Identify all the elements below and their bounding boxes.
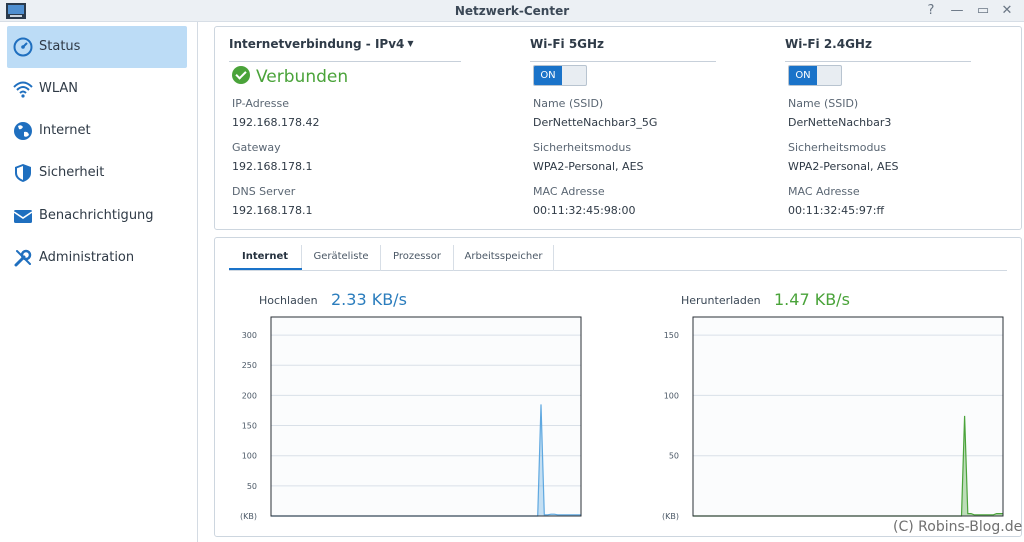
upload-chart-unit-label: (KB) — [240, 512, 257, 521]
ssid-5ghz-value: DerNetteNachbar3_5G — [533, 116, 658, 129]
security-5ghz-value: WPA2-Personal, AES — [533, 160, 644, 173]
dns-server-label: DNS Server — [232, 185, 296, 198]
upload-chart-ytick-label: 300 — [242, 331, 257, 340]
sidebar-item-benachrichtigung[interactable]: Benachrichtigung — [7, 195, 187, 237]
mac-24ghz-value: 00:11:32:45:97:ff — [788, 204, 885, 217]
download-label: Herunterladen — [681, 294, 761, 307]
wifi-24ghz-toggle[interactable]: ON — [788, 65, 842, 86]
security-24ghz-label: Sicherheitsmodus — [788, 141, 887, 154]
tab-arbeitsspeicher[interactable]: Arbeitsspeicher — [454, 245, 554, 271]
sidebar-item-label: Internet — [39, 123, 91, 138]
wrench-icon — [14, 249, 32, 267]
upload-chart-ytick-label: 200 — [242, 391, 257, 400]
speedometer-icon — [13, 37, 33, 57]
tab-internet[interactable]: Internet — [229, 245, 302, 271]
globe-icon — [14, 122, 32, 140]
ssid-5ghz-label: Name (SSID) — [533, 97, 604, 110]
active-tab-indicator — [229, 268, 302, 270]
upload-chart-ytick-label: 150 — [242, 422, 257, 431]
gateway-label: Gateway — [232, 141, 281, 154]
upload-rate: 2.33 KB/s — [331, 290, 407, 309]
internet-connection-heading[interactable]: Internetverbindung - IPv4 ▼ — [229, 37, 461, 62]
title-bar: Netzwerk-Center ? — ▭ ✕ — [0, 0, 1024, 22]
wifi-24ghz-heading: Wi-Fi 2.4GHz — [785, 37, 971, 62]
download-chart-ytick-label: 100 — [664, 391, 679, 400]
chevron-down-icon: ▼ — [407, 39, 414, 48]
connection-status: Verbunden — [232, 66, 348, 87]
wifi-5ghz-toggle-label: ON — [534, 66, 562, 85]
download-chart-plot-area — [693, 317, 1003, 516]
ip-address-value: 192.168.178.42 — [232, 116, 320, 129]
upload-chart-ytick-label: 50 — [247, 482, 257, 491]
download-chart-ytick-label: 50 — [669, 452, 679, 461]
minimize-button[interactable]: — — [950, 3, 964, 18]
upload-label: Hochladen — [259, 294, 318, 307]
app-icon — [6, 3, 26, 19]
help-button[interactable]: ? — [927, 3, 935, 18]
upload-chart: 50 100 150 200 250 300 (KB) — [240, 316, 582, 521]
close-button[interactable]: ✕ — [1001, 3, 1013, 18]
tab-prozessor[interactable]: Prozessor — [381, 245, 454, 271]
ip-address-label: IP-Adresse — [232, 97, 289, 110]
ssid-24ghz-value: DerNetteNachbar3 — [788, 116, 892, 129]
upload-chart-ytick-label: 100 — [242, 452, 257, 461]
wifi-5ghz-heading: Wi-Fi 5GHz — [530, 37, 716, 62]
wifi-icon — [13, 81, 33, 98]
gateway-value: 192.168.178.1 — [232, 160, 313, 173]
tab-geraeteliste[interactable]: Geräteliste — [302, 245, 381, 271]
ssid-24ghz-label: Name (SSID) — [788, 97, 859, 110]
sidebar-item-label: Sicherheit — [39, 165, 105, 180]
watermark: (C) Robins-Blog.de — [893, 519, 1023, 535]
maximize-button[interactable]: ▭ — [976, 3, 990, 18]
wifi-24ghz-toggle-label: ON — [789, 66, 817, 85]
mac-5ghz-value: 00:11:32:45:98:00 — [533, 204, 636, 217]
dns-server-value: 192.168.178.1 — [232, 204, 313, 217]
mail-icon — [13, 210, 33, 223]
wifi-5ghz-toggle[interactable]: ON — [533, 65, 587, 86]
security-24ghz-value: WPA2-Personal, AES — [788, 160, 899, 173]
sidebar-item-status[interactable]: Status — [7, 26, 187, 68]
sidebar-item-sicherheit[interactable]: Sicherheit — [7, 152, 187, 194]
internet-connection-title: Internetverbindung - IPv4 — [229, 37, 405, 51]
traffic-panel: Internet Geräteliste Prozessor Arbeitssp… — [214, 237, 1022, 537]
sidebar-item-label: Administration — [39, 250, 135, 265]
mac-24ghz-label: MAC Adresse — [788, 185, 860, 198]
sidebar-item-label: Benachrichtigung — [39, 208, 154, 223]
window-title: Netzwerk-Center — [454, 4, 570, 18]
download-chart-ytick-label: 150 — [664, 331, 679, 340]
sidebar-item-label: Status — [39, 39, 81, 54]
connection-status-text: Verbunden — [256, 67, 349, 87]
shield-icon — [15, 164, 31, 182]
sidebar-item-wlan[interactable]: WLAN — [7, 68, 187, 110]
download-rate: 1.47 KB/s — [774, 290, 850, 309]
download-chart-plot-border — [692, 316, 1004, 517]
status-panel: Internetverbindung - IPv4 ▼ Verbunden IP-… — [214, 26, 1022, 230]
upload-chart-plot-border — [270, 316, 582, 517]
sidebar-item-internet[interactable]: Internet — [7, 110, 187, 152]
download-chart-unit-label: (KB) — [662, 512, 679, 521]
mac-5ghz-label: MAC Adresse — [533, 185, 605, 198]
sidebar-item-label: WLAN — [39, 81, 79, 96]
check-icon — [232, 66, 250, 84]
tab-bar: Internet Geräteliste Prozessor Arbeitssp… — [229, 245, 1007, 271]
download-chart: 50 100 150 (KB) — [662, 316, 1004, 521]
sidebar-item-administration[interactable]: Administration — [7, 237, 187, 279]
security-5ghz-label: Sicherheitsmodus — [533, 141, 632, 154]
upload-chart-plot-area — [271, 317, 581, 516]
upload-chart-ytick-label: 250 — [242, 361, 257, 370]
sidebar: Status WLAN Internet Sicherheit Benachri… — [0, 22, 198, 542]
